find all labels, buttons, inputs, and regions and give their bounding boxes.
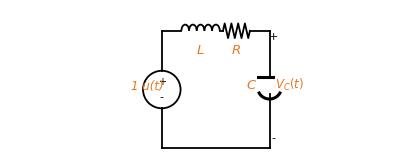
Text: $V_C(t)$: $V_C(t)$: [275, 77, 304, 93]
Text: +: +: [158, 77, 166, 87]
Text: R: R: [232, 44, 241, 57]
Text: +: +: [269, 32, 278, 42]
Text: L: L: [197, 44, 204, 57]
Text: C: C: [246, 79, 255, 92]
Text: -: -: [271, 133, 276, 143]
Text: -: -: [160, 92, 164, 102]
Text: 1 u(t): 1 u(t): [131, 80, 164, 93]
